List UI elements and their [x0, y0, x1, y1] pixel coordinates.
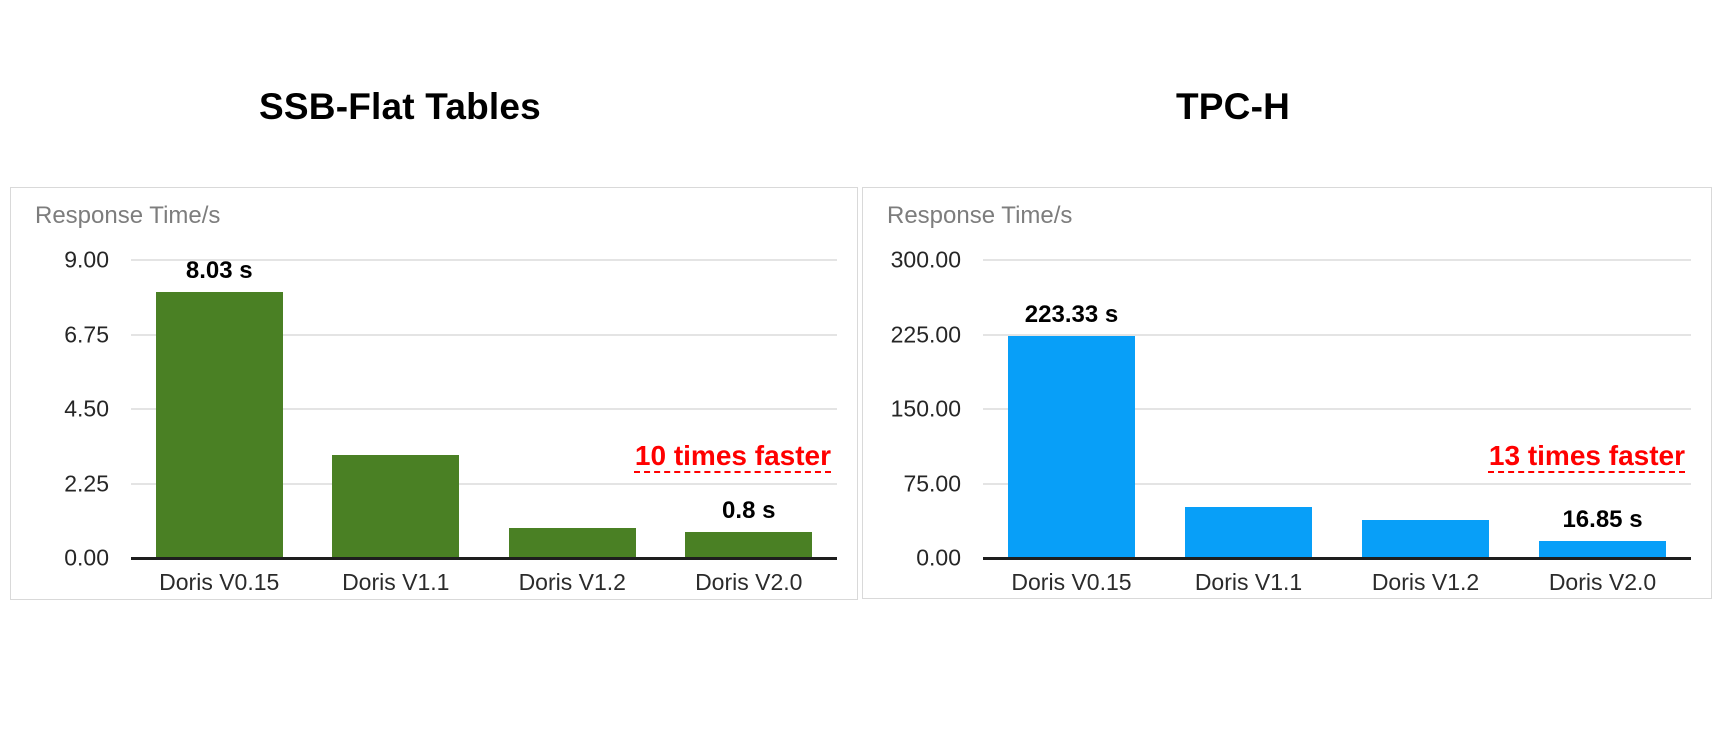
bar	[1362, 520, 1489, 558]
annotation-text: 13 times faster	[1488, 440, 1685, 471]
bar-slot	[308, 260, 485, 558]
x-axis-ticks: Doris V0.15 Doris V1.1 Doris V1.2 Doris V2.…	[983, 569, 1691, 596]
chart-panel: Response Time/s 300.00 225.00 150.00 75.00 0…	[862, 187, 1712, 599]
bar-group: 8.03 s 0.8 s	[131, 257, 838, 558]
bar	[332, 455, 460, 558]
gridline	[131, 408, 837, 410]
value-label: 0.8 s	[722, 496, 776, 524]
y-tick-label: 0.00	[64, 544, 109, 571]
bar	[1008, 336, 1135, 558]
y-tick-label: 75.00	[903, 470, 961, 496]
y-tick-label: 150.00	[890, 395, 961, 422]
gridlines	[983, 259, 1691, 560]
bar	[685, 531, 813, 558]
x-axis-ticks: Doris V0.15 Doris V1.1 Doris V1.2 Doris V2.…	[131, 569, 837, 596]
x-tick-label: Doris V2.0	[1548, 569, 1657, 595]
x-tick-label: Doris V1.2	[518, 569, 626, 595]
gridline	[983, 482, 1691, 485]
value-label: 223.33 s	[1024, 301, 1119, 329]
gridline	[131, 333, 837, 336]
x-tick-label: Doris V1.2	[1371, 569, 1480, 595]
value-label: 8.03 s	[185, 257, 253, 285]
x-tick-label: Doris V0.15	[159, 569, 280, 595]
gridlines	[131, 259, 837, 560]
bar	[155, 292, 283, 558]
bar-group: 223.33 s 16.85 s	[983, 260, 1691, 558]
x-tick-label: Doris V2.0	[695, 569, 803, 595]
y-tick-label: 6.75	[64, 321, 109, 347]
bar	[1539, 541, 1666, 558]
bar	[1185, 507, 1312, 558]
bar-slot	[1160, 260, 1337, 558]
chart: TPC-H Response Time/s 300.00 225.00 150.00…	[862, 86, 1712, 599]
chart-panel: Response Time/s 9.00 6.75 4.50 2.25 0.00 8.0…	[10, 187, 858, 600]
y-tick-label: 4.50	[64, 395, 109, 422]
bar-slot: 16.85 s	[1514, 260, 1691, 558]
y-tick-label: 2.25	[64, 470, 109, 496]
gridline	[983, 408, 1691, 410]
bar-slot: 223.33 s	[983, 260, 1160, 558]
x-axis-line	[131, 557, 837, 560]
gridline	[131, 482, 837, 485]
y-tick-label: 9.00	[64, 246, 109, 273]
y-tick-label: 300.00	[890, 246, 961, 273]
bar-slot: 0.8 s	[661, 260, 838, 558]
bar	[508, 528, 636, 558]
bar-slot: 8.03 s	[131, 257, 308, 558]
bar-slot	[484, 260, 661, 558]
gridline	[983, 259, 1691, 261]
gridline	[131, 259, 837, 261]
y-axis-title: Response Time/s	[887, 202, 1073, 229]
y-axis-title: Response Time/s	[35, 202, 221, 229]
x-axis-line	[983, 557, 1691, 560]
bar-slot	[1337, 260, 1514, 558]
x-tick-label: Doris V1.1	[342, 569, 450, 595]
annotation-text: 10 times faster	[634, 440, 831, 471]
chart-title: SSB-Flat Tables	[259, 86, 541, 127]
value-label: 16.85 s	[1562, 506, 1643, 534]
chart-title: TPC-H	[1175, 86, 1291, 127]
x-tick-label: Doris V1.1	[1194, 569, 1303, 595]
y-tick-label: 0.00	[916, 544, 961, 571]
chart: SSB-Flat Tables Response Time/s 9.00 6.75…	[10, 86, 858, 600]
y-tick-label: 225.00	[890, 321, 961, 347]
gridline	[983, 333, 1691, 336]
x-tick-label: Doris V0.15	[1011, 569, 1132, 595]
